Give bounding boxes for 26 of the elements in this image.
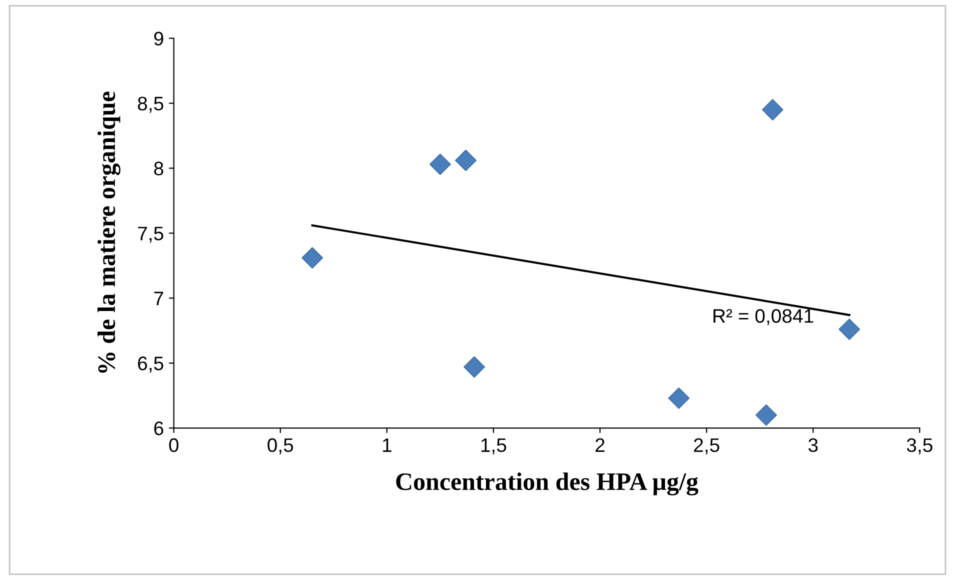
x-tick-label: 3 [808, 438, 818, 452]
x-tick-label: 0 [169, 438, 178, 452]
x-tick-label: 1,5 [481, 438, 506, 454]
y-tick-label: 8 [154, 162, 164, 176]
y-tick-label: 6,5 [138, 356, 164, 373]
y-tick-label: 7 [154, 292, 164, 306]
y-tick-label: 6 [154, 422, 164, 436]
y-tick-label: 7,5 [138, 226, 164, 243]
point [429, 154, 451, 176]
y-axis-title: % de la matiere organique [98, 92, 120, 373]
point [455, 150, 476, 172]
point [838, 318, 860, 340]
x-tick-label: 2,5 [694, 438, 720, 454]
y-tick-label: 8,5 [138, 96, 164, 113]
x-tick-label: 0,5 [268, 438, 294, 454]
point [464, 356, 486, 378]
x-tick-label: 2 [596, 438, 604, 452]
point [668, 387, 690, 409]
x-tick-label: 1 [382, 438, 392, 452]
point [302, 247, 324, 269]
annotation: R² = 0,0841 [714, 309, 814, 326]
y-tick-label: 9 [154, 32, 164, 46]
x-axis-title: Concentration des HPA µg/g [396, 472, 698, 496]
x-tick-label: 3,5 [906, 438, 932, 454]
point [756, 404, 777, 426]
point [762, 99, 784, 120]
